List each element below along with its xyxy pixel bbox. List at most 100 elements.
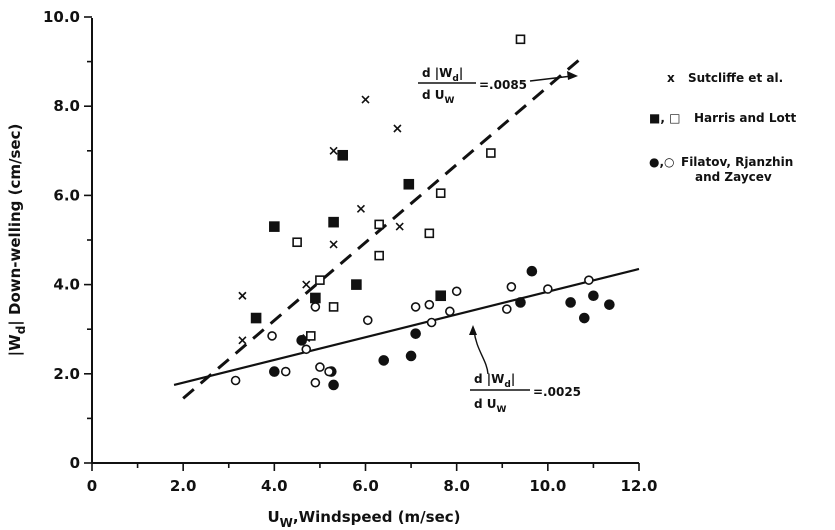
- filatov-filled-point: [526, 265, 538, 277]
- filatov-filled-point: [378, 355, 390, 366]
- axis-ticks: [84, 16, 640, 471]
- filatov-filled-point: [296, 335, 307, 346]
- filatov-open-point: [310, 302, 321, 312]
- fit-lines: [173, 58, 640, 400]
- filatov-open-point: [310, 377, 321, 388]
- annotation-lower-arrow: [473, 329, 489, 375]
- harris-open-point: [328, 302, 339, 312]
- tick-labels: 0 2.0 4.0 6.0 8.0 10.0 12.0 0 2.0 4.0 6.0 8.0 10.0: [43, 8, 658, 495]
- harris-open-point: [315, 275, 325, 285]
- harris-open-point: [305, 331, 316, 341]
- annotation-upper-value: =.0085: [479, 78, 527, 92]
- y-axis-title-rest: | Down-welling (cm/sec): [6, 124, 25, 326]
- x-axis-title-rest: ,Windspeed (m/sec): [293, 508, 461, 526]
- legend-symbol-sutcliffe: x: [667, 71, 675, 85]
- x-marker-stroke: [393, 124, 402, 133]
- annotation-lower-numerator: d |Wd|: [474, 372, 515, 390]
- annotation-lower-denominator: d UW: [474, 397, 507, 415]
- x-tick-label: 0: [87, 477, 97, 495]
- legend-symbol-filatov: ●,○: [649, 155, 675, 169]
- filatov-open-point: [301, 344, 312, 355]
- x-marker-stroke: [329, 146, 338, 155]
- y-axis-title: |Wd| Down-welling (cm/sec): [6, 124, 28, 357]
- filatov-open-point: [426, 317, 437, 328]
- legend-item-filatov: ●,○ Filatov, Rjanzhin and Zaycev: [649, 155, 793, 184]
- x-tick-label: 10.0: [529, 477, 566, 495]
- annotation-slope-lower: d |Wd| d UW =.0025: [469, 325, 581, 415]
- y-tick-label: 4.0: [53, 276, 80, 294]
- sutcliffe-point: [238, 336, 247, 345]
- filatov-open-point: [506, 282, 517, 292]
- filatov-filled-point: [578, 312, 590, 324]
- x-tick-label: 8.0: [443, 477, 470, 495]
- x-marker-stroke: [302, 280, 311, 289]
- x-marker-stroke: [395, 222, 404, 231]
- y-tick-label: 0: [70, 454, 80, 472]
- harris-open-point: [424, 228, 435, 239]
- filatov-filled-point: [588, 290, 599, 302]
- annotation-upper-arrowhead: [567, 71, 578, 80]
- filatov-open-point: [230, 375, 241, 386]
- x-axis-title-sub: W: [280, 516, 293, 530]
- annotation-upper-numerator: d |Wd|: [422, 66, 463, 84]
- x-axis-title: UW,Windspeed (m/sec): [267, 508, 460, 530]
- legend-item-sutcliffe: x Sutcliffe et al.: [667, 71, 783, 85]
- sutcliffe-point: [329, 146, 338, 155]
- harris-open-point: [374, 250, 384, 261]
- y-tick-label: 2.0: [53, 365, 80, 383]
- annotation-upper-denominator: d UW: [422, 88, 455, 106]
- harris-filled-point: [435, 290, 447, 302]
- y-tick-label: 6.0: [53, 186, 80, 204]
- fit-line-solid: [173, 267, 640, 387]
- sutcliffe-point: [393, 124, 402, 133]
- filatov-open-point: [267, 331, 277, 341]
- sutcliffe-point: [329, 240, 338, 249]
- sutcliffe-point: [395, 222, 404, 231]
- filatov-open-point: [445, 306, 455, 317]
- harris-open-point: [292, 237, 302, 248]
- harris-filled-point: [328, 216, 339, 228]
- x-marker-stroke: [356, 204, 366, 213]
- legend-label-sutcliffe: Sutcliffe et al.: [688, 71, 783, 85]
- annotation-lower-value: =.0025: [533, 385, 581, 399]
- filatov-filled-point: [565, 297, 576, 308]
- filatov-open-point: [543, 284, 553, 294]
- x-marker-stroke: [238, 336, 247, 345]
- sutcliffe-point: [356, 204, 366, 213]
- x-tick-label: 12.0: [620, 477, 657, 495]
- harris-filled-point: [337, 149, 349, 161]
- legend-symbol-harris: ■, □: [649, 111, 680, 125]
- filatov-filled-point: [515, 297, 526, 308]
- sutcliffe-point: [361, 95, 370, 104]
- filatov-filled-point: [604, 299, 615, 310]
- legend-label-harris: Harris and Lott: [694, 111, 796, 125]
- legend-item-harris: ■, □ Harris and Lott: [649, 111, 796, 125]
- filatov-open-point: [324, 366, 334, 377]
- y-tick-label: 10.0: [43, 8, 80, 26]
- harris-open-point: [486, 148, 496, 158]
- filatov-open-point: [315, 362, 325, 372]
- harris-filled-point: [403, 178, 415, 190]
- x-tick-label: 2.0: [170, 477, 197, 495]
- annotation-upper-arrow: [529, 75, 573, 82]
- harris-open-point: [435, 188, 446, 198]
- filatov-open-point: [584, 275, 594, 285]
- harris-open-point: [374, 219, 384, 230]
- x-tick-label: 4.0: [261, 477, 288, 495]
- filatov-open-point: [410, 302, 421, 312]
- sutcliffe-point: [302, 280, 311, 289]
- annotation-lower-arrowhead: [469, 325, 477, 335]
- filatov-open-point: [502, 304, 512, 314]
- filatov-filled-point: [410, 328, 421, 339]
- filatov-open-point: [280, 366, 291, 377]
- data-points: [230, 34, 615, 391]
- legend: x Sutcliffe et al. ■, □ Harris and Lott …: [649, 71, 796, 184]
- sutcliffe-point: [238, 291, 247, 300]
- x-marker-stroke: [361, 95, 370, 104]
- x-axis-title-main: U: [267, 508, 279, 526]
- annotation-slope-upper: d |Wd| d UW =.0085: [418, 66, 578, 106]
- filatov-open-point: [424, 299, 435, 310]
- harris-filled-point: [310, 292, 321, 304]
- harris-filled-point: [269, 221, 280, 232]
